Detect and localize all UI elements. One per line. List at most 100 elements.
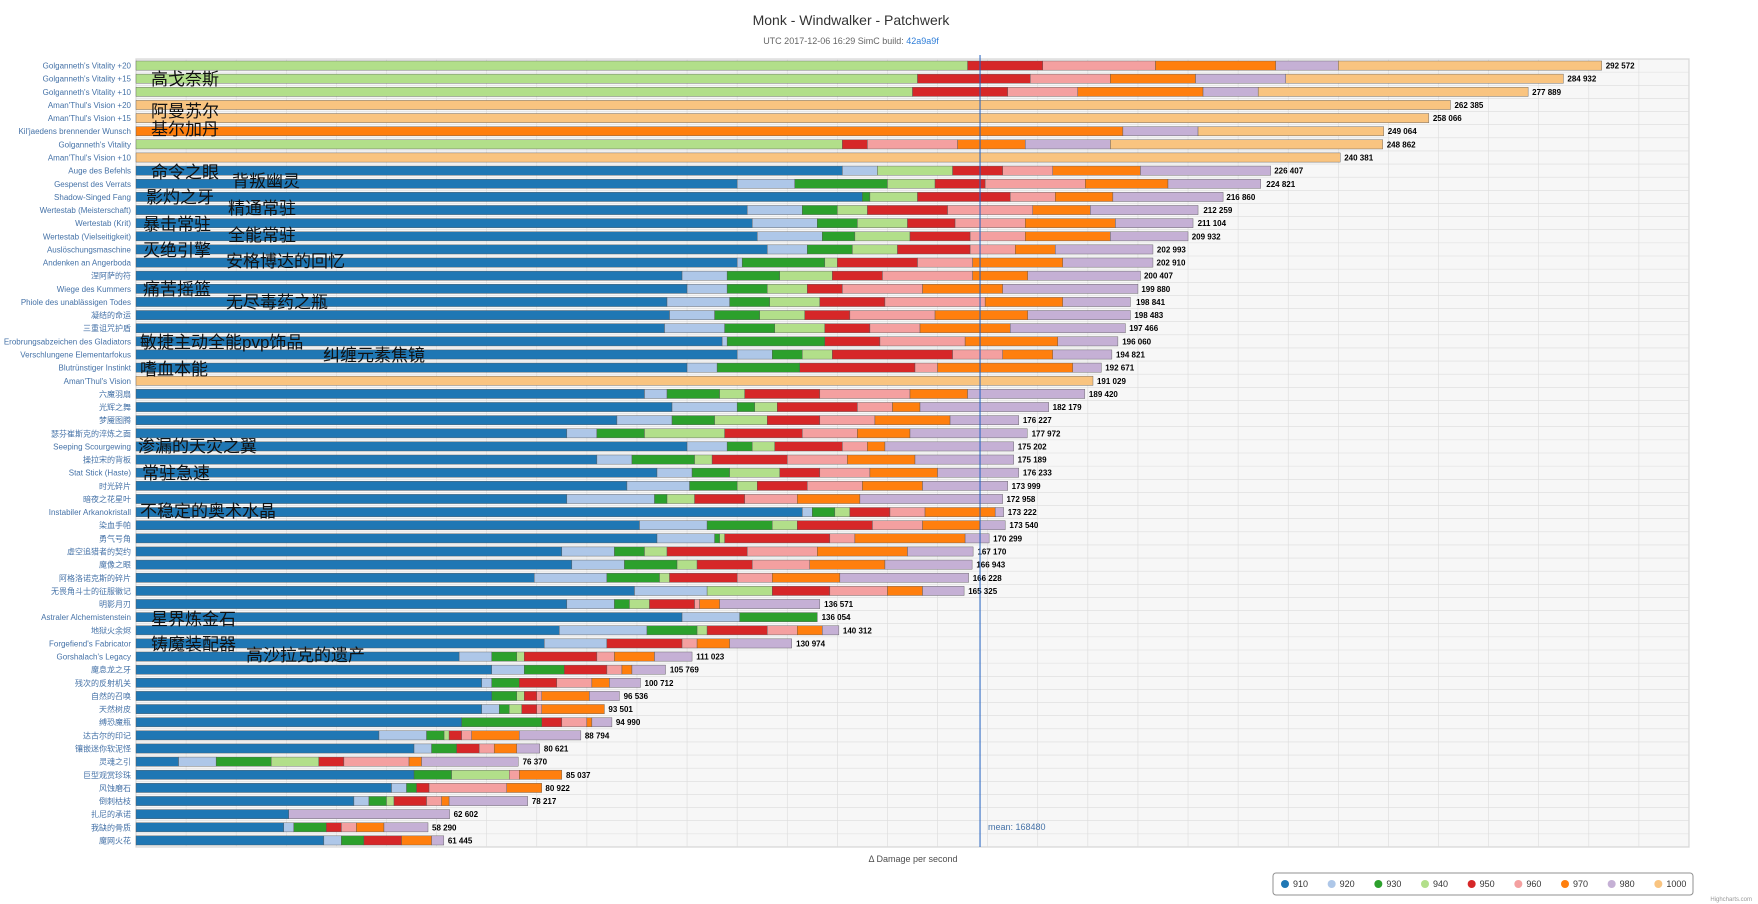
bar-segment-910[interactable] — [135, 717, 462, 728]
bar-segment-960[interactable] — [952, 349, 1003, 360]
bar-segment-940[interactable] — [719, 389, 745, 399]
bar-segment-910[interactable] — [135, 756, 179, 767]
bar-segment-920[interactable] — [767, 244, 808, 255]
bar-segment-950[interactable] — [711, 454, 788, 465]
bar-segment-920[interactable] — [544, 638, 608, 649]
bar-segment-970[interactable] — [874, 415, 951, 425]
bar-segment-980[interactable] — [1140, 165, 1271, 176]
bar-segment-960[interactable] — [561, 717, 588, 728]
bar-segment-930[interactable] — [772, 349, 803, 360]
bar-segment-950[interactable] — [797, 520, 873, 531]
bar-segment-930[interactable] — [631, 454, 695, 465]
bar-segment-970[interactable] — [797, 625, 823, 636]
bar-segment-950[interactable] — [897, 244, 971, 255]
bar-segment-930[interactable] — [654, 494, 668, 504]
bar-segment-910[interactable] — [135, 664, 492, 675]
bar-segment-930[interactable] — [729, 297, 770, 307]
bar-segment-970[interactable] — [356, 822, 385, 833]
bar-segment-970[interactable] — [541, 704, 605, 714]
bar-segment-930[interactable] — [714, 533, 720, 544]
bar-segment-970[interactable] — [922, 520, 981, 531]
bar-segment-930[interactable] — [807, 244, 853, 255]
bar-segment-930[interactable] — [499, 704, 510, 714]
bar-segment-970[interactable] — [869, 467, 938, 478]
bar-segment-970[interactable] — [972, 270, 1028, 281]
bar-segment-970[interactable] — [854, 533, 966, 544]
bar-segment-960[interactable] — [829, 533, 856, 544]
bar-segment-920[interactable] — [686, 284, 728, 294]
bar-segment-930[interactable] — [724, 323, 775, 334]
bar-segment-920[interactable] — [666, 297, 730, 307]
bar-segment-960[interactable] — [954, 218, 1026, 228]
bar-segment-920[interactable] — [283, 822, 295, 833]
bar-segment-970[interactable] — [1032, 205, 1091, 215]
bar-segment-980[interactable] — [1202, 87, 1259, 97]
legend-label-970[interactable]: 970 — [1573, 879, 1588, 889]
bar-segment-940[interactable] — [769, 297, 821, 307]
bar-segment-980[interactable] — [919, 402, 1049, 412]
bar-segment-960[interactable] — [536, 704, 542, 714]
bar-segment-970[interactable] — [408, 756, 422, 767]
bar-segment-970[interactable] — [401, 835, 432, 846]
bar-segment-970[interactable] — [817, 546, 908, 557]
bar-segment-920[interactable] — [802, 507, 813, 517]
bar-segment-930[interactable] — [624, 559, 678, 570]
bar-segment-950[interactable] — [952, 165, 1003, 176]
bar-segment-950[interactable] — [967, 60, 1043, 71]
bar-segment-980[interactable] — [822, 625, 840, 636]
bar-segment-920[interactable] — [842, 165, 878, 176]
bar-segment-910[interactable] — [135, 297, 668, 307]
bar-segment-970[interactable] — [1110, 73, 1196, 84]
bar-segment-960[interactable] — [917, 257, 973, 268]
bar-segment-930[interactable] — [862, 192, 871, 202]
bar-segment-930[interactable] — [524, 664, 565, 675]
bar-segment-980[interactable] — [1025, 139, 1111, 150]
bar-segment-960[interactable] — [596, 651, 615, 662]
bar-segment-910[interactable] — [135, 284, 688, 294]
bar-segment-920[interactable] — [644, 389, 668, 399]
bar-segment-960[interactable] — [1030, 73, 1111, 84]
bar-segment-940[interactable] — [729, 467, 780, 478]
bar-segment-980[interactable] — [859, 494, 1003, 504]
bar-segment-960[interactable] — [426, 796, 442, 806]
legend-label-920[interactable]: 920 — [1340, 879, 1355, 889]
bar-segment-940[interactable] — [834, 507, 851, 517]
bar-segment-980[interactable] — [1057, 336, 1119, 347]
bar-segment-970[interactable] — [1055, 192, 1114, 202]
bar-segment-920[interactable] — [634, 586, 708, 596]
bar-segment-970[interactable] — [493, 743, 517, 754]
bar-segment-910[interactable] — [135, 546, 563, 557]
bar-segment-940[interactable] — [629, 599, 650, 609]
bar-segment-910[interactable] — [135, 809, 289, 819]
bar-segment-920[interactable] — [616, 415, 673, 425]
bar-segment-980[interactable] — [949, 415, 1019, 425]
bar-segment-910[interactable] — [135, 467, 658, 478]
bar-segment-920[interactable] — [736, 178, 795, 189]
bar-segment-940[interactable] — [779, 270, 833, 281]
bar-segment-980[interactable] — [516, 743, 540, 754]
bar-segment-950[interactable] — [909, 231, 971, 242]
bar-segment-980[interactable] — [1122, 126, 1199, 137]
bar-segment-930[interactable] — [646, 625, 698, 636]
bar-segment-940[interactable] — [386, 796, 395, 806]
legend-label-980[interactable]: 980 — [1620, 879, 1635, 889]
bar-segment-910[interactable] — [135, 520, 640, 531]
legend-marker-1000[interactable] — [1654, 880, 1663, 888]
bar-segment-940[interactable] — [754, 402, 778, 412]
bar-segment-950[interactable] — [694, 494, 745, 504]
bar-segment-960[interactable] — [1002, 165, 1053, 176]
legend-marker-940[interactable] — [1421, 880, 1429, 888]
bar-segment-980[interactable] — [519, 730, 582, 741]
bar-segment-1000[interactable] — [1197, 126, 1384, 137]
bar-segment-960[interactable] — [343, 756, 410, 767]
bar-segment-950[interactable] — [757, 481, 808, 491]
bar-segment-940[interactable] — [854, 231, 911, 242]
bar-segment-980[interactable] — [922, 481, 1008, 491]
bar-segment-970[interactable] — [1077, 87, 1204, 97]
bar-segment-970[interactable] — [586, 717, 593, 728]
bar-segment-910[interactable] — [135, 402, 673, 412]
bar-segment-930[interactable] — [706, 520, 773, 531]
bar-segment-960[interactable] — [807, 481, 863, 491]
bar-segment-960[interactable] — [606, 664, 623, 675]
bar-segment-930[interactable] — [215, 756, 272, 767]
